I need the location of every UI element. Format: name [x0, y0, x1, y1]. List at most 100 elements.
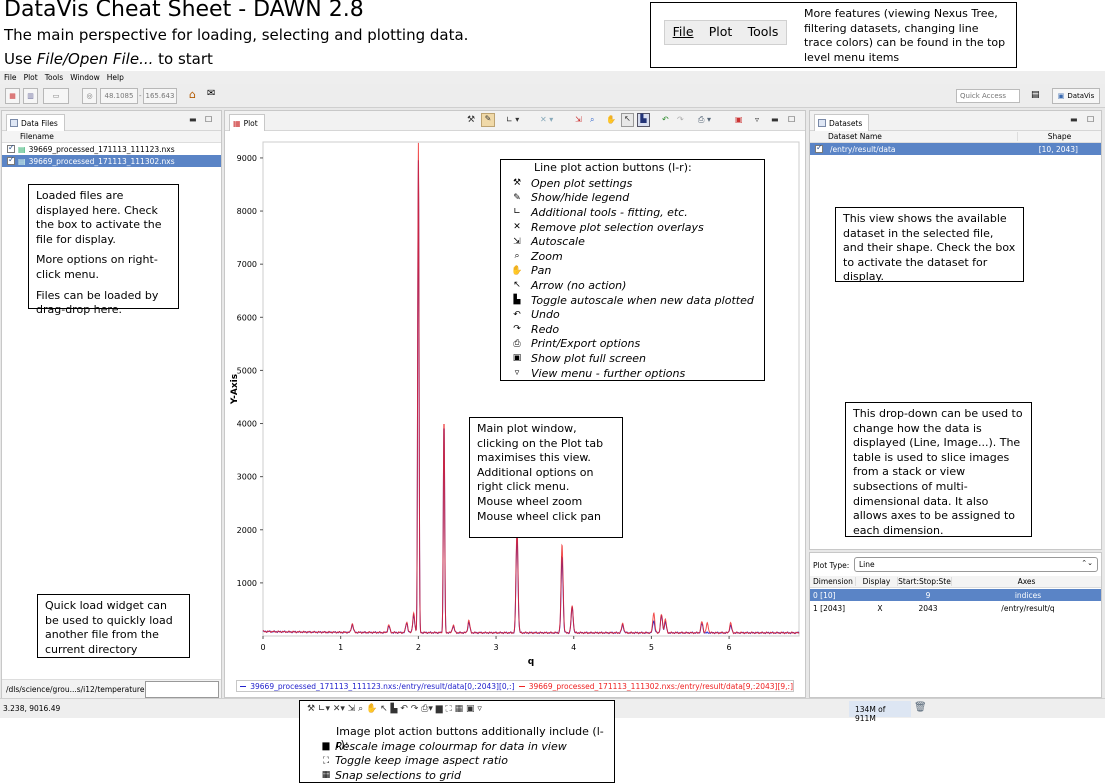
- y-tick-label: 5000: [237, 366, 257, 375]
- minimize-icon[interactable]: ▬: [1070, 115, 1078, 124]
- wrench-icon: ⚒: [512, 178, 522, 189]
- tab-data-files[interactable]: Data Files: [6, 113, 65, 131]
- coord-x-field[interactable]: 48.1085: [100, 88, 138, 104]
- menu-plot[interactable]: Plot: [23, 73, 38, 82]
- comment-icon[interactable]: ✉: [207, 88, 216, 99]
- plot-legend[interactable]: 39669_processed_171113_111123.nxs:/entry…: [236, 680, 794, 692]
- tab-data-files-label: Data Files: [21, 118, 58, 128]
- image-toolbar-strip: ⚒ ∟▾ ✕▾ ⇲ ⌕ ✋ ↖ ▙ ↶ ↷ ⎙▾ ▆ ⛶ ▦ ▣ ▿: [307, 704, 482, 714]
- image-action-label: Snap selections to grid: [335, 768, 461, 782]
- quick-load-input[interactable]: [145, 681, 219, 698]
- tab-datasets-label: Datasets: [829, 118, 863, 128]
- datasets-header: Datasets ▬ ☐: [810, 111, 1101, 131]
- minimize-icon[interactable]: ▬: [771, 115, 779, 124]
- page-title: DataVis Cheat Sheet - DAWN 2.8: [4, 0, 364, 22]
- view-menu-icon[interactable]: ▿: [755, 115, 760, 124]
- undo-icon[interactable]: ↶: [662, 115, 669, 124]
- target-icon[interactable]: ◎: [82, 88, 97, 104]
- plot-type-dropdown[interactable]: Line ⌃⌄: [854, 557, 1098, 572]
- action-row: ⎙ Print/Export options: [510, 337, 640, 352]
- extra-tools-icon[interactable]: ∟ ▾: [506, 115, 520, 124]
- autoscale-icon[interactable]: ⇲: [575, 115, 582, 124]
- settings-tool-icon[interactable]: ⚒: [467, 115, 476, 125]
- image-action-label: Rescale image colourmap for data in view: [335, 739, 567, 753]
- file-row-selected[interactable]: ▤ 39669_processed_171113_111302.nxs: [2, 155, 221, 167]
- y-tick-label: 6000: [237, 313, 257, 322]
- maximize-icon[interactable]: ☐: [1087, 115, 1095, 124]
- action-row: ▿ View menu - further options: [510, 366, 685, 381]
- file-name: 39669_processed_171113_111123.nxs: [28, 144, 175, 154]
- slice-axes[interactable]: /entry/result/q: [1001, 603, 1055, 613]
- action-label: Show plot full screen: [531, 351, 647, 365]
- axes-column[interactable]: Axes: [1017, 577, 1036, 586]
- slice-display[interactable]: X: [877, 603, 883, 613]
- open-file-icon[interactable]: ▦: [5, 88, 20, 104]
- menu-file[interactable]: File: [4, 73, 17, 82]
- open-perspective-icon[interactable]: ▤: [1031, 90, 1040, 100]
- menu-help[interactable]: Help: [106, 73, 124, 82]
- legend-entry: 39669_processed_171113_111302.nxs:/entry…: [528, 681, 793, 691]
- dataset-checkbox[interactable]: [815, 143, 823, 153]
- main-toolbar: ▦ ▥ ▭ ◎ 48.1085 - 165.643 ⌂ ✉ ▤ ▣DataVis: [0, 84, 1105, 108]
- action-label: Redo: [531, 322, 560, 336]
- dataset-row[interactable]: /entry/result/data [10, 2043]: [810, 143, 1101, 155]
- dataset-name-column[interactable]: Dataset Name: [810, 132, 1018, 141]
- slice-range[interactable]: 9: [925, 590, 931, 600]
- image-action-label: Toggle keep image aspect ratio: [335, 754, 508, 768]
- shape-column[interactable]: Shape: [1047, 132, 1072, 141]
- coord-y-field[interactable]: 165.643: [143, 88, 177, 104]
- pan-icon[interactable]: ✋: [606, 115, 616, 124]
- menu-tools[interactable]: Tools: [44, 73, 64, 82]
- action-row: ↖ Arrow (no action): [510, 278, 626, 293]
- bar-chart-icon[interactable]: ▥: [23, 88, 38, 104]
- home-icon-glyph[interactable]: ⌂: [189, 88, 196, 101]
- action-label: Show/hide legend: [531, 191, 630, 205]
- plot-type-value: Line: [859, 560, 875, 569]
- plot-callout: Main plot window, clicking on the Plot t…: [469, 417, 623, 538]
- trash-icon[interactable]: 🗑: [914, 702, 927, 713]
- file-checkbox[interactable]: [7, 155, 15, 165]
- remove-overlays-icon[interactable]: ✕ ▾: [540, 115, 554, 124]
- fullscreen-icon[interactable]: ▣: [735, 115, 743, 124]
- perspective-datavis-button[interactable]: ▣ DataVis: [1052, 88, 1100, 104]
- maximize-icon[interactable]: ☐: [205, 115, 213, 124]
- demo-menu-tools: Tools: [747, 24, 779, 40]
- plot-callout-text: Main plot window, clicking on the Plot t…: [477, 422, 604, 465]
- menu-window[interactable]: Window: [70, 73, 100, 82]
- plot-tab-icon: ▦: [233, 118, 241, 128]
- minimize-icon[interactable]: ▬: [189, 115, 197, 124]
- legend-tool-icon[interactable]: ✎: [481, 113, 495, 127]
- perspective-label: DataVis: [1067, 92, 1095, 100]
- file-checkbox[interactable]: [7, 143, 15, 153]
- start-prefix: Use: [4, 50, 37, 68]
- tab-datasets[interactable]: Datasets: [814, 113, 870, 131]
- range-column[interactable]: Start:Stop:Ste: [898, 577, 952, 586]
- memory-indicator[interactable]: 134M of 911M: [849, 701, 911, 723]
- slice-axes[interactable]: indices: [1014, 590, 1042, 600]
- redo-icon[interactable]: ↷: [677, 115, 684, 124]
- action-row: ⚒ Open plot settings: [510, 176, 632, 191]
- quick-access-input[interactable]: [956, 89, 1020, 103]
- file-name: 39669_processed_171113_111302.nxs: [28, 156, 175, 166]
- slice-row[interactable]: 0 [10] 9 indices: [810, 589, 1101, 601]
- tab-plot[interactable]: ▦ Plot: [229, 113, 265, 131]
- fullscreen-icon: ▣: [512, 353, 522, 364]
- slice-row[interactable]: 1 [2043] X 2043 /entry/result/q: [810, 602, 1101, 614]
- file-row[interactable]: ▤ 39669_processed_171113_111123.nxs: [2, 143, 221, 155]
- zoom-icon[interactable]: ⌕: [590, 115, 595, 124]
- print-icon[interactable]: ⎙ ▾: [698, 115, 711, 124]
- slider-icon[interactable]: ▭: [43, 88, 69, 104]
- dimension-column[interactable]: Dimension: [810, 577, 856, 586]
- maximize-icon[interactable]: ☐: [788, 115, 796, 124]
- slice-range[interactable]: 2043: [918, 603, 938, 613]
- legend-swatch-blue: [240, 685, 247, 687]
- datasets-callout: This view shows the available dataset in…: [835, 207, 1024, 283]
- y-tick-label: 4000: [237, 420, 257, 429]
- nexus-file-icon: ▤: [18, 144, 26, 154]
- image-action-row: ▆ Rescale image colourmap for data in vie…: [321, 739, 567, 754]
- toggle-autoscale-icon[interactable]: ▙: [637, 113, 650, 127]
- display-column[interactable]: Display: [856, 577, 898, 586]
- arrow-icon[interactable]: ↖: [621, 113, 634, 127]
- filename-column-header[interactable]: Filename: [2, 131, 221, 143]
- demo-menu-file: File: [672, 24, 694, 40]
